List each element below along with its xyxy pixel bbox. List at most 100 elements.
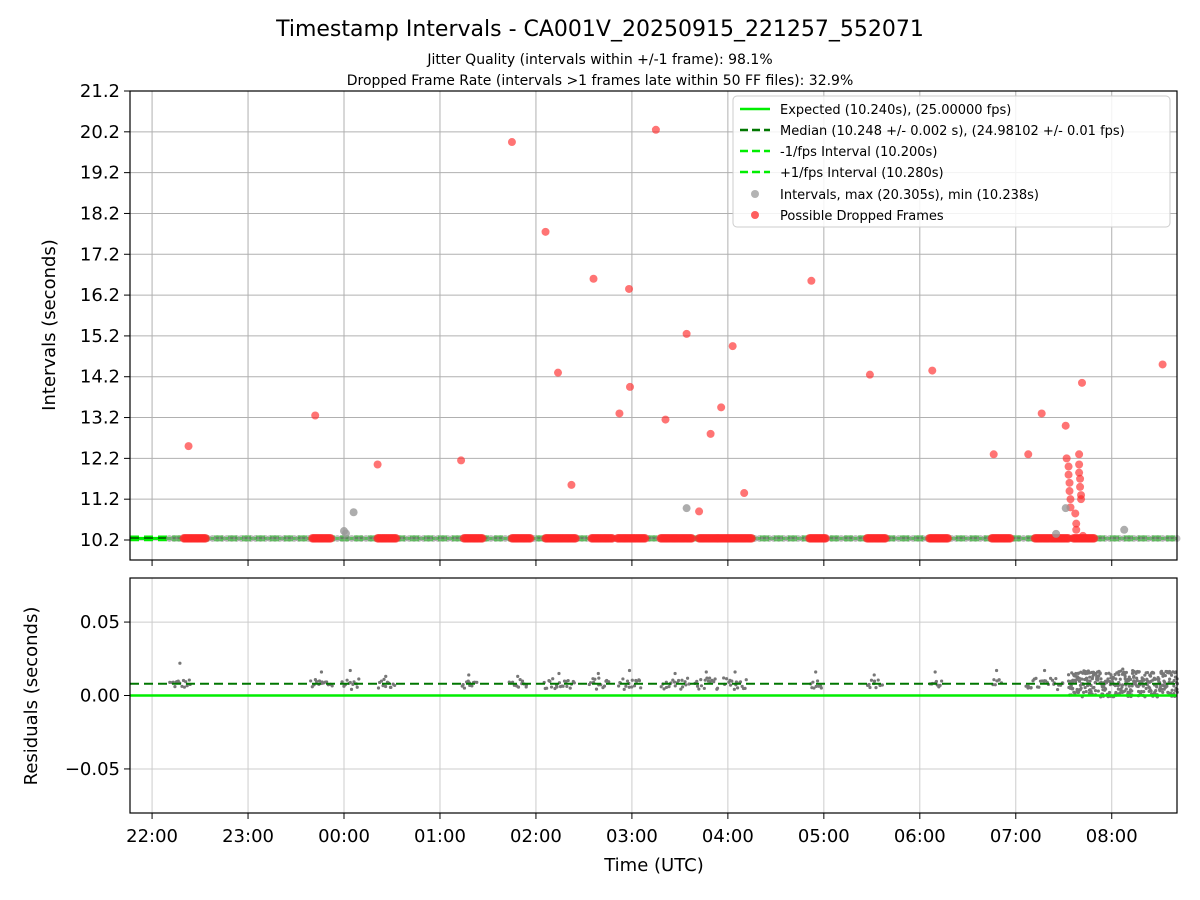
dropped-frame-point <box>740 489 749 498</box>
residual-point <box>1034 676 1038 680</box>
legend-swatch-intervals <box>751 190 759 198</box>
interval-point <box>904 534 912 542</box>
intervals-y-tick-label: 18.2 <box>80 203 120 224</box>
interval-outlier-point <box>349 508 358 517</box>
interval-point <box>794 534 802 542</box>
interval-point <box>405 534 413 542</box>
intervals-y-tick-label: 10.2 <box>80 530 120 551</box>
residuals-y-tick-label: 0.00 <box>80 686 120 707</box>
dropped-frame-point <box>1075 468 1084 477</box>
interval-point <box>1106 534 1114 542</box>
residual-point <box>1066 673 1071 677</box>
residual-point <box>187 678 191 682</box>
interval-point <box>1024 534 1032 542</box>
intervals-y-tick-label: 12.2 <box>80 448 120 469</box>
interval-point <box>1015 534 1023 542</box>
residual-point <box>621 677 625 681</box>
x-axis-label: Time (UTC) <box>603 855 704 876</box>
interval-point <box>760 534 768 542</box>
interval-point <box>444 534 452 542</box>
residual-point <box>630 678 634 682</box>
residual-point <box>1089 689 1093 694</box>
dropped-frame-point <box>1071 509 1080 518</box>
residual-point <box>733 670 737 674</box>
intervals-y-tick-label: 15.2 <box>80 326 120 347</box>
residual-point <box>1116 687 1120 691</box>
residual-point <box>1074 680 1078 684</box>
residual-point <box>565 684 569 689</box>
residual-point <box>994 668 999 673</box>
residual-point <box>732 687 736 691</box>
residual-point <box>357 677 361 681</box>
interval-point <box>348 534 356 542</box>
residual-point <box>1088 675 1092 679</box>
residual-point <box>1158 685 1162 690</box>
residual-point <box>1163 680 1167 684</box>
interval-point <box>1149 534 1157 542</box>
residual-point <box>1120 683 1125 687</box>
interval-point <box>434 534 442 542</box>
residual-point <box>993 683 997 687</box>
residual-point <box>695 679 699 683</box>
dropped-frame-point <box>589 274 598 283</box>
dropped-frame-point <box>687 534 696 543</box>
interval-point <box>247 534 255 542</box>
residual-point <box>389 685 393 689</box>
residual-point <box>1084 689 1088 694</box>
intervals-y-tick-label: 16.2 <box>80 285 120 306</box>
dropped-frame-point <box>1089 534 1099 543</box>
residual-point <box>1083 685 1087 690</box>
residual-point <box>625 679 630 683</box>
legend-label-dropped: Possible Dropped Frames <box>780 209 944 224</box>
residual-point <box>1109 673 1113 677</box>
dropped-frame-point <box>1065 487 1074 496</box>
residual-point <box>715 686 720 690</box>
residual-point <box>940 679 944 683</box>
residual-point <box>735 686 740 690</box>
interval-point <box>1019 534 1027 542</box>
dropped-frame-point <box>567 480 576 489</box>
dropped-frame-point <box>1076 482 1085 491</box>
interval-point <box>501 534 509 542</box>
residual-point <box>1113 683 1117 688</box>
residual-point <box>1119 669 1123 673</box>
residual-point <box>345 678 349 682</box>
intervals-y-tick-label: 21.2 <box>80 81 120 102</box>
dropped-frame-point <box>1037 409 1046 418</box>
residual-point <box>1098 671 1102 676</box>
residual-point <box>680 678 684 682</box>
residual-point <box>1104 681 1109 685</box>
residual-point <box>622 687 626 691</box>
residual-point <box>630 685 634 689</box>
residual-point <box>348 668 352 673</box>
dropped-frame-point <box>1065 478 1074 487</box>
residual-point <box>185 684 189 688</box>
dropped-frame-point <box>881 534 890 543</box>
interval-point <box>976 534 984 542</box>
interval-point <box>962 534 970 542</box>
residuals-y-axis: 0.05 0.00 −0.05 <box>65 612 130 780</box>
dropped-frame-point <box>201 534 210 543</box>
residual-point <box>662 687 666 691</box>
interval-point <box>967 534 975 542</box>
x-tick-label: 01:00 <box>414 826 466 847</box>
residual-point <box>173 685 177 689</box>
dropped-frame-point <box>640 534 650 543</box>
residual-point <box>869 678 874 682</box>
residual-point <box>182 685 187 689</box>
residual-point <box>627 685 631 689</box>
interval-point <box>453 534 461 542</box>
interval-point <box>1168 534 1176 542</box>
residual-point <box>880 683 884 687</box>
residual-point <box>1092 685 1096 690</box>
dropped-frame-point <box>682 329 691 338</box>
dropped-frame-point <box>865 370 874 379</box>
residual-point <box>1077 676 1081 680</box>
dropped-frame-point <box>554 368 563 377</box>
residual-point <box>676 678 681 683</box>
legend-item-minus-one: -1/fps Interval (10.200s) <box>740 145 937 160</box>
residual-point <box>934 679 939 684</box>
residual-point <box>319 670 324 674</box>
interval-point <box>281 534 289 542</box>
residual-point <box>1077 679 1082 683</box>
